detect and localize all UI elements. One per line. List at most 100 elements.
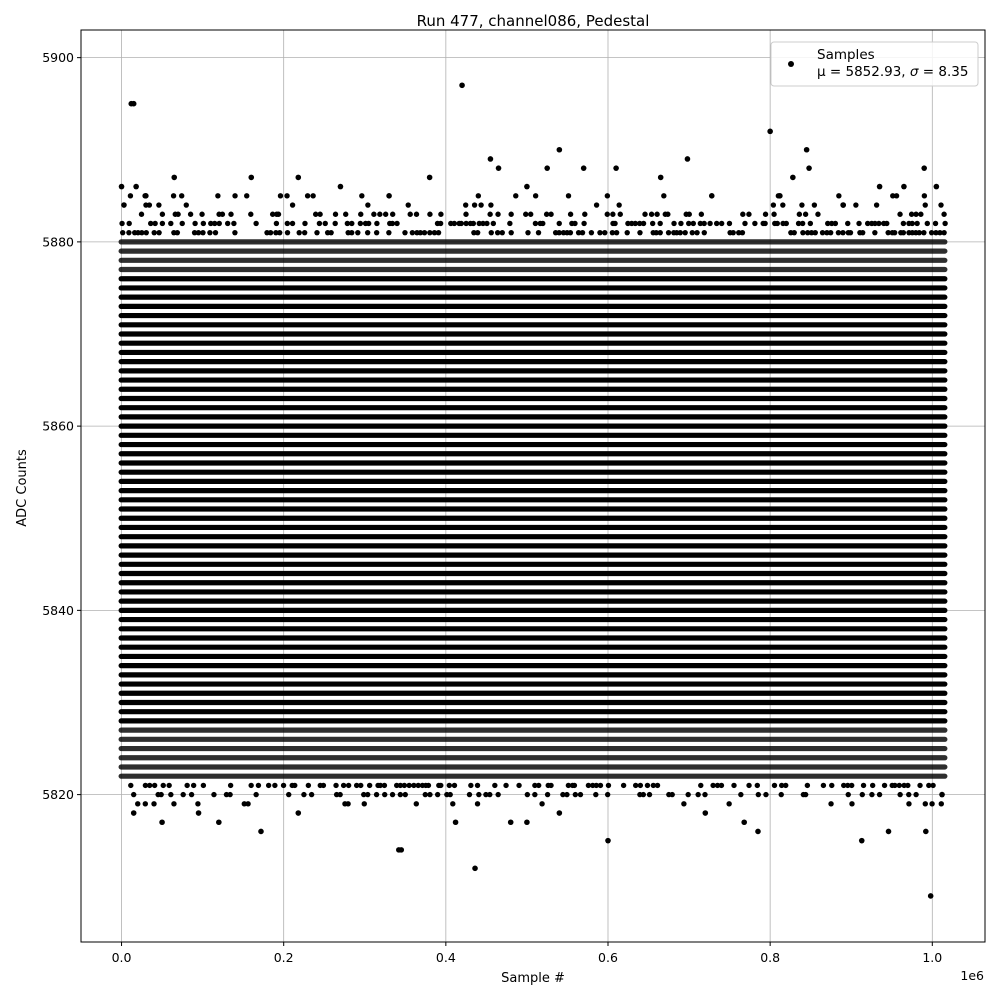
sample-point [556,220,562,227]
sample-point [762,211,769,217]
sample-point [825,220,831,227]
sample-point [492,782,498,789]
sample-point [891,229,898,236]
sample-point [535,782,542,789]
sample-point [487,791,493,798]
sample-point [690,220,697,227]
sample-point [909,220,915,227]
sample-point [344,220,351,227]
sample-row [118,607,948,613]
sample-point [377,782,383,789]
sample-row [118,626,948,632]
sample-point [232,229,238,236]
y-tick-label: 5880 [42,234,74,249]
sample-point [802,791,809,798]
outlier-point [337,183,344,190]
sample-point [215,193,221,199]
sample-point [195,229,202,236]
sample-row [118,727,948,733]
sample-row [118,368,948,374]
sample-point [610,211,616,217]
sample-point [231,220,237,227]
sample-point [183,202,189,208]
sample-point [438,782,444,789]
sample-point [508,229,514,236]
sample-point [941,229,947,236]
sample-row [118,534,948,540]
sample-point [192,220,198,227]
outlier-point [426,174,433,181]
outlier-point [708,193,715,199]
sample-point [359,193,365,199]
sample-point [495,791,501,798]
sample-point [686,211,692,217]
sample-point [897,791,903,798]
sample-point [224,220,231,227]
sample-point [273,229,279,236]
sample-point [804,782,811,789]
sample-point [840,229,846,236]
sample-point [480,220,486,227]
sample-point [245,801,251,807]
sample-point [736,229,742,236]
x-tick-label: 0.8 [760,950,780,965]
sample-point [686,220,692,227]
sample-point [770,202,777,208]
sample-point [317,211,323,217]
sample-point [358,211,364,217]
sample-point [535,229,542,236]
sample-point [427,791,433,798]
sample-point [407,211,413,217]
sample-point [746,782,752,789]
sample-point [168,220,174,227]
outlier-point [858,837,865,844]
y-tick-label: 5840 [42,603,74,618]
outlier-point [386,193,392,199]
outlier-point [790,174,796,181]
sample-point [471,202,478,208]
sample-point [739,229,746,236]
sample-point [488,202,494,208]
sample-row [118,285,948,291]
outlier-point [472,865,478,872]
sample-point [413,211,420,217]
sample-point [650,782,657,789]
sample-point [774,220,780,227]
sample-point [382,791,388,798]
sample-point [869,791,875,798]
sample-point [411,782,417,789]
sample-point [860,229,866,236]
outlier-point [605,837,611,844]
sample-point [451,220,458,227]
sample-point [305,782,312,789]
sample-point [402,791,408,798]
sample-point [906,801,912,807]
sample-row [118,451,948,457]
sample-point [763,791,769,798]
sample-point [689,229,695,236]
outlier-point [159,819,165,826]
sample-point [168,791,174,798]
sample-point [179,220,185,227]
sample-point [151,229,157,236]
sample-point [466,791,473,798]
sample-point [135,229,141,236]
sample-row [118,524,948,531]
sample-point [413,801,420,807]
sample-point [139,229,145,236]
sample-point [881,782,888,789]
sample-point [778,782,785,789]
sample-point [872,220,878,227]
sample-point [845,782,851,789]
outlier-point [487,156,494,162]
sample-point [597,229,603,236]
sample-point [248,211,254,217]
sample-point [649,220,656,227]
sample-point [361,791,367,798]
outlier-point [921,165,927,171]
sample-point [581,220,587,227]
sample-row [118,635,948,641]
sample-point [543,211,550,217]
outlier-point [524,819,530,826]
outlier-point [495,165,502,171]
